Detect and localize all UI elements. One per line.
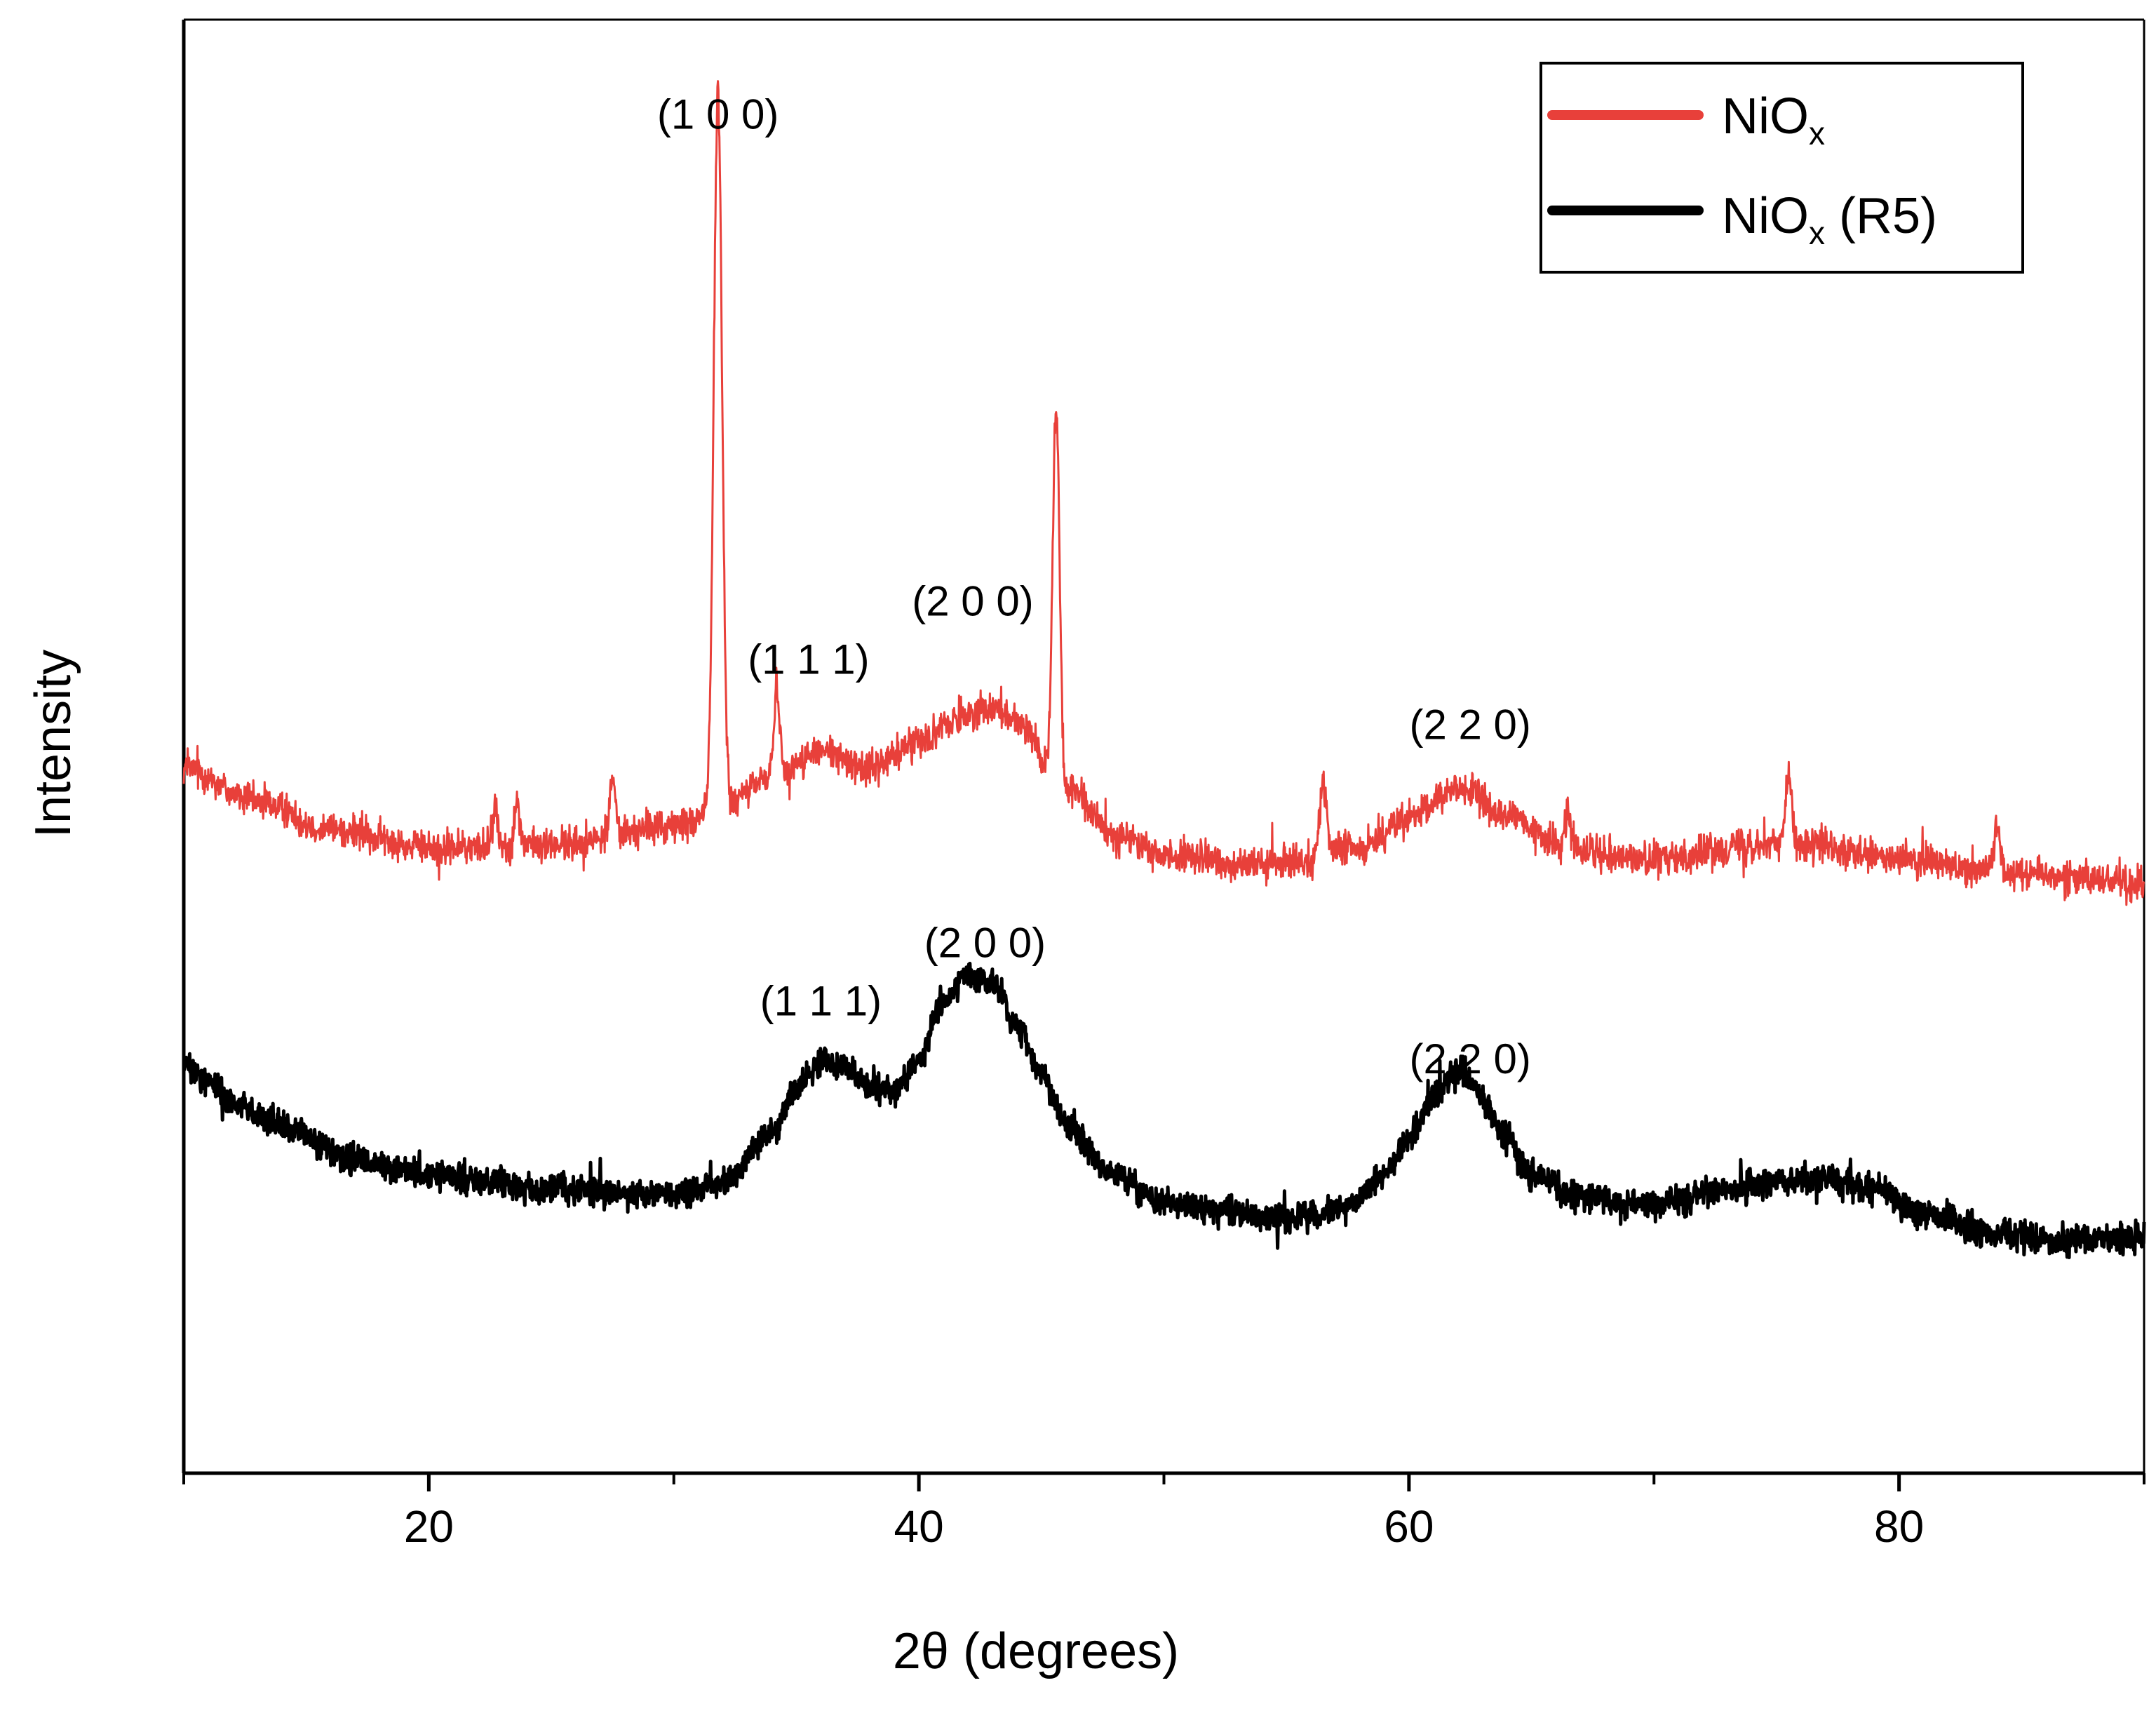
y-axis-label: Intensity — [25, 650, 81, 838]
legend: NiOx NiOx (R5) — [1539, 62, 2024, 274]
legend-label-nioX: NiOx — [1722, 88, 1825, 152]
peak-label: (2 2 0) — [1410, 702, 1531, 749]
series-line-0 — [182, 80, 2145, 906]
legend-label-nioX-r5-main: NiO — [1722, 188, 1809, 244]
series-line-1 — [182, 962, 2146, 1259]
x-tick-label: 60 — [1384, 1501, 1434, 1552]
peak-annotations: (1 0 0) (1 1 1) (2 0 0) (2 2 0) (1 1 1) (2 0 … — [657, 90, 1531, 1082]
peak-label: (1 1 1) — [748, 636, 869, 683]
x-axis-ticks: 20 40 60 80 — [182, 1473, 2145, 1552]
x-tick-label: 80 — [1874, 1501, 1924, 1552]
peak-label: (1 1 1) — [760, 977, 882, 1024]
x-axis-label: 2θ (degrees) — [893, 1623, 1179, 1679]
legend-label-nioX-r5-sub: x — [1809, 215, 1825, 251]
legend-box — [1539, 62, 2024, 274]
peak-label: (2 0 0) — [912, 578, 1033, 625]
x-tick-label: 20 — [404, 1501, 454, 1552]
peak-label: (2 2 0) — [1410, 1035, 1531, 1082]
peak-label: (2 0 0) — [924, 919, 1046, 966]
legend-label-nioX-main: NiO — [1722, 88, 1809, 145]
legend-entry-nioX: NiOx — [1547, 88, 1825, 152]
series-layer — [182, 80, 2146, 1259]
legend-entry-nioX-r5: NiOx (R5) — [1547, 188, 1937, 251]
legend-label-nioX-sub: x — [1809, 115, 1825, 152]
legend-label-nioX-r5: NiOx (R5) — [1722, 188, 1937, 251]
x-tick-label: 40 — [894, 1501, 944, 1552]
legend-label-nioX-r5-suffix: (R5) — [1825, 188, 1937, 244]
peak-label: (1 0 0) — [657, 90, 779, 137]
